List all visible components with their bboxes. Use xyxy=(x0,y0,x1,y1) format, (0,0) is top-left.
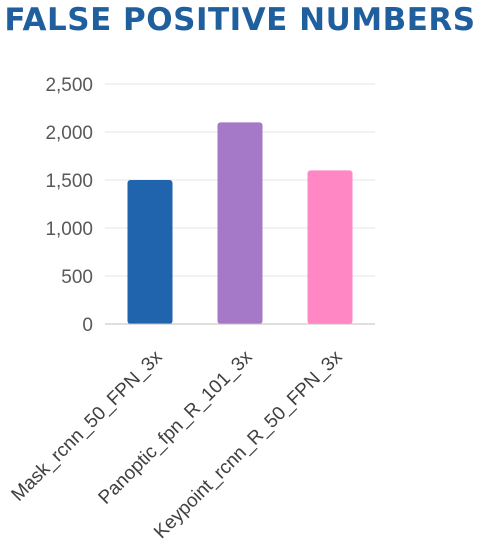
bar xyxy=(307,170,353,324)
y-tick-label: 1,500 xyxy=(45,171,93,192)
bar xyxy=(217,122,263,325)
x-tick-label: Mask_rcnn_50_FPN_3x xyxy=(8,346,167,505)
y-axis-ticks: 0 500 1,000 1,500 2,000 2,500 xyxy=(45,75,93,336)
y-tick-label: 500 xyxy=(61,267,93,288)
bars xyxy=(127,122,353,325)
y-tick-label: 1,000 xyxy=(45,219,93,240)
bar xyxy=(127,180,173,324)
x-axis-labels: Mask_rcnn_50_FPN_3xPanoptic_fpn_R_101_3x… xyxy=(8,346,347,543)
x-tick-label: Keypoint_rcnn_R_50_FPN_3x xyxy=(150,346,347,543)
y-tick-label: 2,000 xyxy=(45,123,93,144)
chart-title: FALSE POSITIVE NUMBERS xyxy=(4,2,476,38)
y-tick-label: 2,500 xyxy=(45,75,93,96)
y-tick-label: 0 xyxy=(82,315,93,336)
x-tick-label: Panoptic_fpn_R_101_3x xyxy=(95,346,257,508)
